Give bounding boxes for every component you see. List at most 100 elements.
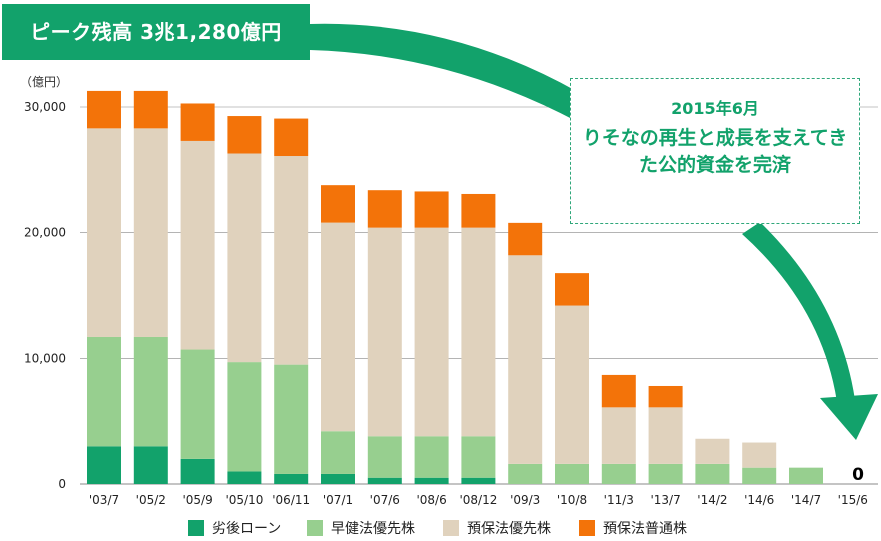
bar-segment-3 <box>180 103 215 141</box>
bar-segment-0 <box>461 477 496 484</box>
y-tick-label: 20,000 <box>24 226 66 240</box>
y-tick-label: 0 <box>58 477 66 491</box>
bar-segment-1 <box>789 467 823 484</box>
legend-swatch <box>307 520 323 536</box>
bar-segment-1 <box>133 336 168 447</box>
bar-segment-1 <box>601 463 636 484</box>
x-tick-label: '06/11 <box>272 493 310 507</box>
x-tick-label: '05/10 <box>225 493 263 507</box>
legend-swatch <box>443 520 459 536</box>
bar-segment-2 <box>321 222 355 432</box>
bar-segment-2 <box>648 407 683 464</box>
bar-segment-2 <box>601 407 636 464</box>
bar-segment-3 <box>414 191 449 228</box>
bar-segment-3 <box>274 118 309 157</box>
bar-segment-0 <box>367 477 402 484</box>
x-tick-label: '05/2 <box>136 493 166 507</box>
x-tick-label: '10/8 <box>557 493 587 507</box>
legend-item-early-pref: 早健法優先株 <box>307 518 415 538</box>
bar-segment-2 <box>695 438 730 464</box>
x-tick-label: '14/6 <box>744 493 774 507</box>
peak-balance-label: ピーク残高 3兆1,280億円 <box>30 20 282 44</box>
bar-segment-0 <box>180 458 215 484</box>
legend-label: 預保法優先株 <box>467 521 551 537</box>
bar-segment-1 <box>180 349 215 459</box>
bar-segment-1 <box>461 436 496 478</box>
callout-message: りそなの再生と成長を支えてきた公的資金を完済 <box>582 127 848 176</box>
bar-segment-1 <box>227 362 262 472</box>
bar-segment-1 <box>367 436 402 478</box>
x-tick-label: '15/6 <box>838 493 868 507</box>
y-tick-label: 30,000 <box>24 100 66 114</box>
legend-item-subordinated-loan: 劣後ローン <box>188 518 281 538</box>
legend-item-deposit-common: 預保法普通株 <box>579 518 687 538</box>
bar-segment-3 <box>648 385 683 408</box>
bar-segment-1 <box>695 463 730 484</box>
x-tick-label: '14/7 <box>791 493 821 507</box>
x-tick-label: '11/3 <box>604 493 634 507</box>
peak-balance-box: ピーク残高 3兆1,280億円 <box>2 4 310 60</box>
legend-label: 預保法普通株 <box>603 521 687 537</box>
bars <box>87 90 823 484</box>
bar-segment-3 <box>508 222 543 256</box>
bar-segment-2 <box>555 305 589 464</box>
legend-label: 劣後ローン <box>212 521 282 537</box>
bar-segment-0 <box>321 473 355 484</box>
bar-segment-3 <box>321 185 355 223</box>
bar-segment-1 <box>414 436 449 478</box>
legend-item-deposit-pref: 預保法優先株 <box>443 518 551 538</box>
y-unit-label: （億円） <box>20 75 68 89</box>
bar-segment-2 <box>87 128 121 337</box>
bar-segment-1 <box>87 336 121 447</box>
bar-segment-1 <box>321 431 355 474</box>
bar-segment-3 <box>461 193 496 228</box>
bar-segment-1 <box>555 463 589 484</box>
bar-segment-0 <box>133 446 168 484</box>
x-tick-label: '07/1 <box>323 493 353 507</box>
callout-year: 2015年6月 <box>671 99 759 118</box>
bar-segment-3 <box>555 273 589 306</box>
x-tick-label: '08/12 <box>459 493 497 507</box>
arrow-head <box>820 394 878 440</box>
bar-segment-0 <box>87 446 121 484</box>
bar-segment-2 <box>274 156 309 365</box>
bar-segment-3 <box>87 90 121 129</box>
repayment-callout: 2015年6月 りそなの再生と成長を支えてきた公的資金を完済 <box>570 78 860 224</box>
bar-segment-2 <box>461 227 496 437</box>
y-tick-label: 10,000 <box>24 351 66 365</box>
bar-segment-1 <box>742 467 777 484</box>
x-tick-label: '07/6 <box>370 493 400 507</box>
bar-segment-3 <box>601 374 636 408</box>
x-tick-label: '08/6 <box>416 493 446 507</box>
bar-segment-2 <box>180 140 215 350</box>
bar-segment-0 <box>227 471 262 484</box>
bar-segment-2 <box>414 227 449 437</box>
bar-segment-3 <box>227 116 262 154</box>
zero-value-label: 0 <box>852 465 864 485</box>
x-tick-label: '13/7 <box>650 493 680 507</box>
bar-segment-3 <box>133 90 168 129</box>
bar-segment-1 <box>274 364 309 474</box>
bar-segment-2 <box>742 442 777 468</box>
legend-swatch <box>579 520 595 536</box>
legend-swatch <box>188 520 204 536</box>
arrow-band-bottom <box>742 222 855 402</box>
y-tick-labels: 0 10,000 20,000 30,000 <box>24 100 66 491</box>
x-tick-label: '03/7 <box>89 493 119 507</box>
bar-segment-1 <box>508 463 543 484</box>
bar-segment-0 <box>274 473 309 484</box>
x-tick-label: '05/9 <box>182 493 212 507</box>
x-tick-label: '09/3 <box>510 493 540 507</box>
legend-label: 早健法優先株 <box>331 521 415 537</box>
bar-segment-2 <box>367 227 402 437</box>
x-tick-label: '14/2 <box>697 493 727 507</box>
bar-segment-2 <box>227 153 262 363</box>
bar-segment-2 <box>133 128 168 337</box>
arrow-band-top <box>310 23 578 122</box>
bar-segment-3 <box>367 190 402 228</box>
bar-segment-1 <box>648 463 683 484</box>
bar-segment-0 <box>414 477 449 484</box>
bar-segment-2 <box>508 255 543 464</box>
x-tick-labels: '03/7 '05/2 '05/9 '05/10 '06/11 '07/1 '07/6 '08… <box>89 493 868 507</box>
